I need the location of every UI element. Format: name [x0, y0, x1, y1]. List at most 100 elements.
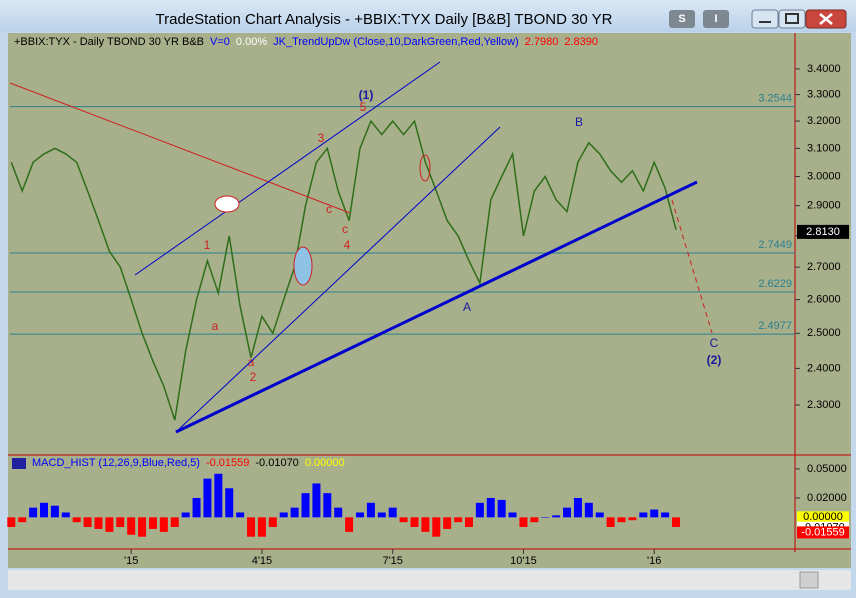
x-tick-label: '16: [647, 555, 661, 567]
histogram-bar: [475, 502, 484, 518]
header-item: 0.00000: [304, 457, 345, 469]
histogram-bar: [192, 497, 201, 518]
wave-label: 1: [204, 238, 211, 252]
value-box-label: -0.01559: [801, 526, 844, 538]
histogram-bar: [345, 517, 354, 532]
histogram-bar: [628, 517, 637, 521]
trend-line: [9, 82, 351, 214]
wave-label: c: [342, 222, 348, 236]
y-tick-label: 2.7000: [807, 261, 841, 273]
histogram-bar: [672, 517, 681, 527]
support-line: [175, 180, 698, 434]
histogram-bar: [530, 517, 539, 523]
s-button[interactable]: [669, 10, 695, 28]
header-item: 2.8390: [564, 36, 599, 48]
maximize-button[interactable]: [778, 9, 806, 29]
histogram-bar: [181, 512, 190, 518]
wave-label: a: [212, 319, 219, 333]
histogram-bar: [366, 502, 375, 518]
histogram-bar: [50, 505, 59, 518]
chart-area: [8, 33, 851, 568]
histogram-bar: [7, 517, 16, 527]
s-button-label: S: [678, 13, 685, 25]
wave-marker: [293, 246, 313, 286]
level-label: 2.6229: [758, 278, 792, 290]
histogram-bar: [454, 517, 463, 523]
last-price-box: [797, 224, 849, 239]
histogram-bar: [214, 473, 223, 518]
histogram-bar: [377, 512, 386, 518]
histogram-bar: [203, 478, 212, 518]
scrollbar[interactable]: [8, 570, 851, 590]
y-tick-label: 3.3000: [807, 89, 841, 101]
window-title: TradeStation Chart Analysis - +BBIX:TYX …: [156, 11, 613, 28]
histogram-bar: [410, 517, 419, 527]
histogram-bar: [18, 517, 27, 523]
histogram-bar: [159, 517, 168, 532]
level-label: 3.2544: [758, 92, 792, 104]
histogram-bar: [105, 517, 114, 532]
y-tick-label: 3.2000: [807, 115, 841, 127]
y-tick-label: 3.4000: [807, 63, 841, 75]
wave-label: 3: [318, 131, 325, 145]
histogram-bar: [443, 517, 452, 529]
y-tick-label: 0.02000: [807, 492, 847, 504]
wave-marker: [419, 154, 431, 182]
wave-label: 4: [344, 238, 351, 252]
histogram-bar: [116, 517, 125, 527]
header-item: 0.00%: [235, 36, 268, 48]
wave-label: B: [575, 115, 583, 129]
i-button-label: I: [714, 13, 717, 25]
histogram-bar: [312, 483, 321, 518]
histogram-bar: [148, 517, 157, 529]
value-box: [797, 526, 849, 539]
histogram-bar: [83, 517, 92, 527]
header-item: MACD_HIST (12,26,9,Blue,Red,5): [32, 457, 200, 469]
histogram-bar: [94, 517, 103, 529]
histogram-bar: [552, 515, 561, 518]
histogram-bar: [301, 493, 310, 518]
histogram-bar: [127, 517, 136, 535]
header-item: JK_TrendUpDw (Close,10,DarkGreen,Red,Yel…: [273, 36, 519, 48]
x-tick-label: 7'15: [382, 555, 402, 567]
wave-marker: [214, 195, 240, 213]
y-tick-label: 3.1000: [807, 142, 841, 154]
minimize-button[interactable]: [751, 9, 779, 29]
histogram-bar: [225, 488, 234, 518]
histogram-bar: [432, 517, 441, 537]
histogram-bar: [257, 517, 266, 537]
histogram-bar: [61, 512, 70, 518]
wave-label: (1): [359, 88, 374, 102]
wave-label: c: [326, 202, 332, 216]
y-tick-label: 2.6000: [807, 293, 841, 305]
level-label: 2.4977: [758, 320, 792, 332]
level-label: 2.7449: [758, 239, 792, 251]
histogram-bar: [323, 493, 332, 518]
x-tick-label: '15: [124, 555, 138, 567]
histogram-bar: [399, 517, 408, 523]
histogram-bar: [388, 507, 397, 518]
indicator-icon: [12, 458, 26, 469]
histogram-bar: [39, 502, 48, 518]
wave-label: C: [710, 336, 719, 350]
value-box: [797, 511, 849, 524]
histogram-bar: [541, 517, 550, 518]
y-tick-label: 2.9000: [807, 200, 841, 212]
channel-line: [175, 126, 501, 433]
i-button[interactable]: [703, 10, 729, 28]
histogram-bar: [356, 512, 365, 518]
y-tick-label: 3.0000: [807, 170, 841, 182]
y-tick-label: 2.5000: [807, 327, 841, 339]
header-item: V=0: [210, 36, 230, 48]
x-tick-label: 4'15: [252, 555, 272, 567]
wave-label: (2): [707, 353, 722, 367]
wave-label: a: [248, 355, 255, 369]
histogram-bar: [497, 499, 506, 518]
scroll-thumb[interactable]: [799, 571, 819, 589]
y-tick-label: 2.4000: [807, 362, 841, 374]
wave-label: A: [463, 300, 471, 314]
histogram-bar: [595, 512, 604, 518]
histogram-bar: [334, 507, 343, 518]
annotations: [9, 61, 713, 434]
